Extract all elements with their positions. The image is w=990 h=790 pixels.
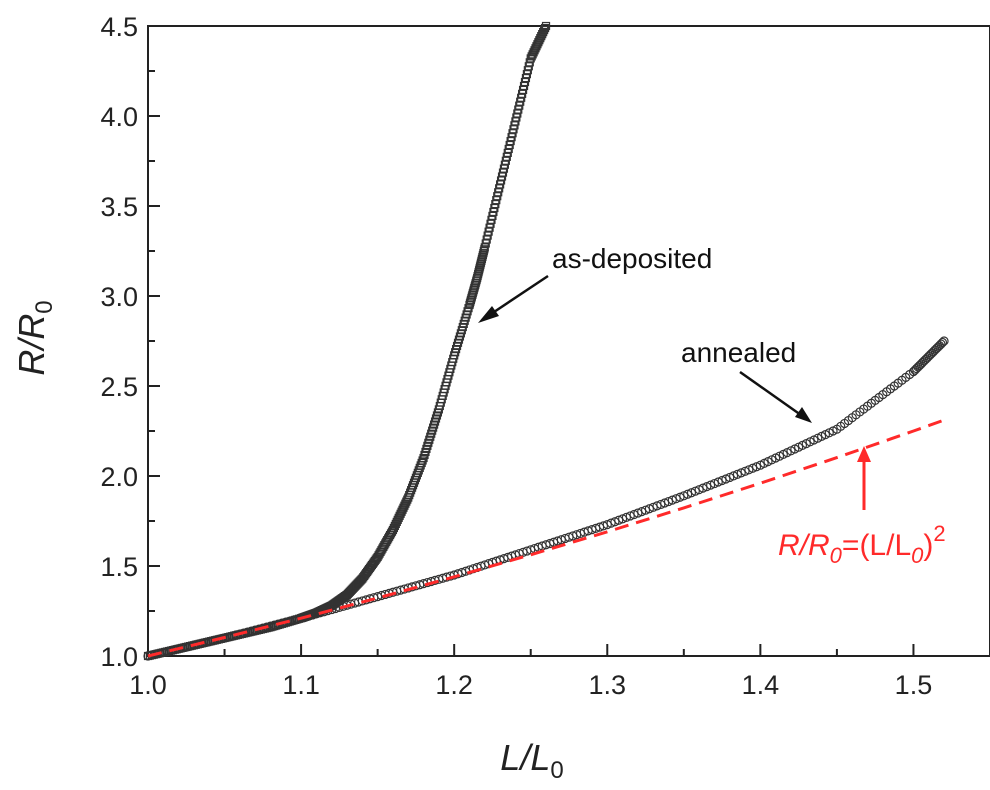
data-point [541, 21, 551, 31]
x-axis-ticks: 1.0 1.1 1.2 1.3 1.4 1.5 [129, 644, 990, 700]
y-tick-label: 2.5 [100, 372, 138, 402]
data-point [675, 492, 685, 502]
annotation-annealed-arrowhead [795, 407, 812, 423]
data-point [922, 353, 932, 363]
series-annealed [143, 336, 949, 661]
x-axis-title-main: L/L [500, 737, 550, 778]
y-axis-title-sub: 0 [31, 300, 58, 313]
y-axis-title-main: R/R [11, 314, 52, 376]
y-tick-label: 4.5 [100, 12, 138, 42]
data-point [614, 515, 624, 525]
data-point [919, 356, 929, 366]
data-point [910, 365, 920, 375]
data-point [606, 518, 616, 528]
formula-part-close: ) [923, 529, 933, 562]
data-point [914, 360, 925, 371]
y-tick-label: 3.5 [100, 192, 138, 222]
y-tick-label: 3.0 [100, 282, 138, 312]
x-tick-label: 1.5 [895, 670, 933, 700]
annotation-formula-arrowhead [857, 446, 871, 462]
data-point [417, 458, 426, 468]
data-point [540, 23, 550, 33]
y-tick-label: 2.0 [100, 462, 138, 492]
data-point [930, 345, 940, 355]
annotation-as-deposited-label: as-deposited [552, 243, 712, 274]
y-axis-title: R/R0 [11, 300, 58, 375]
data-point [640, 505, 651, 515]
formula-part-sup: 2 [933, 521, 945, 546]
annotation-as-deposited-arrowhead [478, 306, 499, 323]
data-point [916, 359, 926, 369]
formula-part-eq: =(L/L [842, 529, 911, 562]
data-point [667, 495, 677, 505]
formula-part-l-sub: 0 [911, 543, 924, 568]
x-tick-label: 1.1 [282, 670, 320, 700]
data-point [633, 508, 643, 518]
series-quadratic-fit [147, 418, 945, 658]
annotation-formula-label: R/R0=(L/L0)2 [778, 521, 946, 568]
data-point [671, 494, 681, 504]
data-point [648, 502, 658, 512]
annotation-as-deposited: as-deposited [478, 243, 712, 323]
x-tick-label: 1.4 [742, 670, 780, 700]
data-point [602, 519, 612, 530]
annotation-annealed: annealed [681, 337, 812, 423]
annotation-annealed-arrow [739, 370, 809, 422]
formula-part-r-sub: 0 [830, 543, 843, 568]
data-point [625, 511, 635, 521]
y-tick-label: 4.0 [100, 102, 138, 132]
x-tick-label: 1.0 [129, 670, 167, 700]
data-point [629, 509, 639, 520]
data-point [933, 342, 943, 352]
x-tick-label: 1.3 [588, 670, 626, 700]
data-point [913, 362, 923, 372]
data-point [934, 340, 945, 351]
data-point [644, 504, 654, 514]
x-tick-label: 1.2 [435, 670, 473, 700]
data-point [656, 499, 666, 510]
data-point [617, 514, 628, 524]
data-point [637, 507, 647, 517]
y-tick-label: 1.5 [100, 552, 138, 582]
data-point [936, 339, 946, 349]
data-point [925, 350, 935, 360]
series-layer [143, 21, 949, 661]
data-point [921, 354, 931, 364]
data-point [937, 337, 948, 348]
x-axis-title-sub: 0 [550, 757, 563, 784]
fit-line [147, 418, 945, 658]
data-point [908, 367, 919, 377]
y-tick-label: 1.0 [100, 642, 138, 672]
data-point [931, 344, 942, 354]
data-point [610, 517, 620, 527]
data-point [924, 351, 934, 361]
data-point [652, 501, 662, 511]
x-axis-title: L/L0 [500, 737, 563, 784]
data-point [663, 496, 674, 507]
annotation-annealed-label: annealed [681, 337, 796, 368]
data-point [928, 347, 938, 357]
data-point [939, 336, 949, 346]
data-point [918, 357, 928, 368]
data-point [911, 363, 922, 374]
data-point [621, 512, 632, 523]
annotation-formula: R/R0=(L/L0)2 [778, 446, 946, 568]
y-axis-ticks: 1.0 1.5 2.0 2.5 3.0 3.5 4.0 4.5 [100, 12, 160, 672]
data-point [927, 348, 937, 358]
formula-part-r: R/R [778, 529, 830, 562]
data-point [660, 498, 670, 508]
data-point [418, 456, 427, 465]
